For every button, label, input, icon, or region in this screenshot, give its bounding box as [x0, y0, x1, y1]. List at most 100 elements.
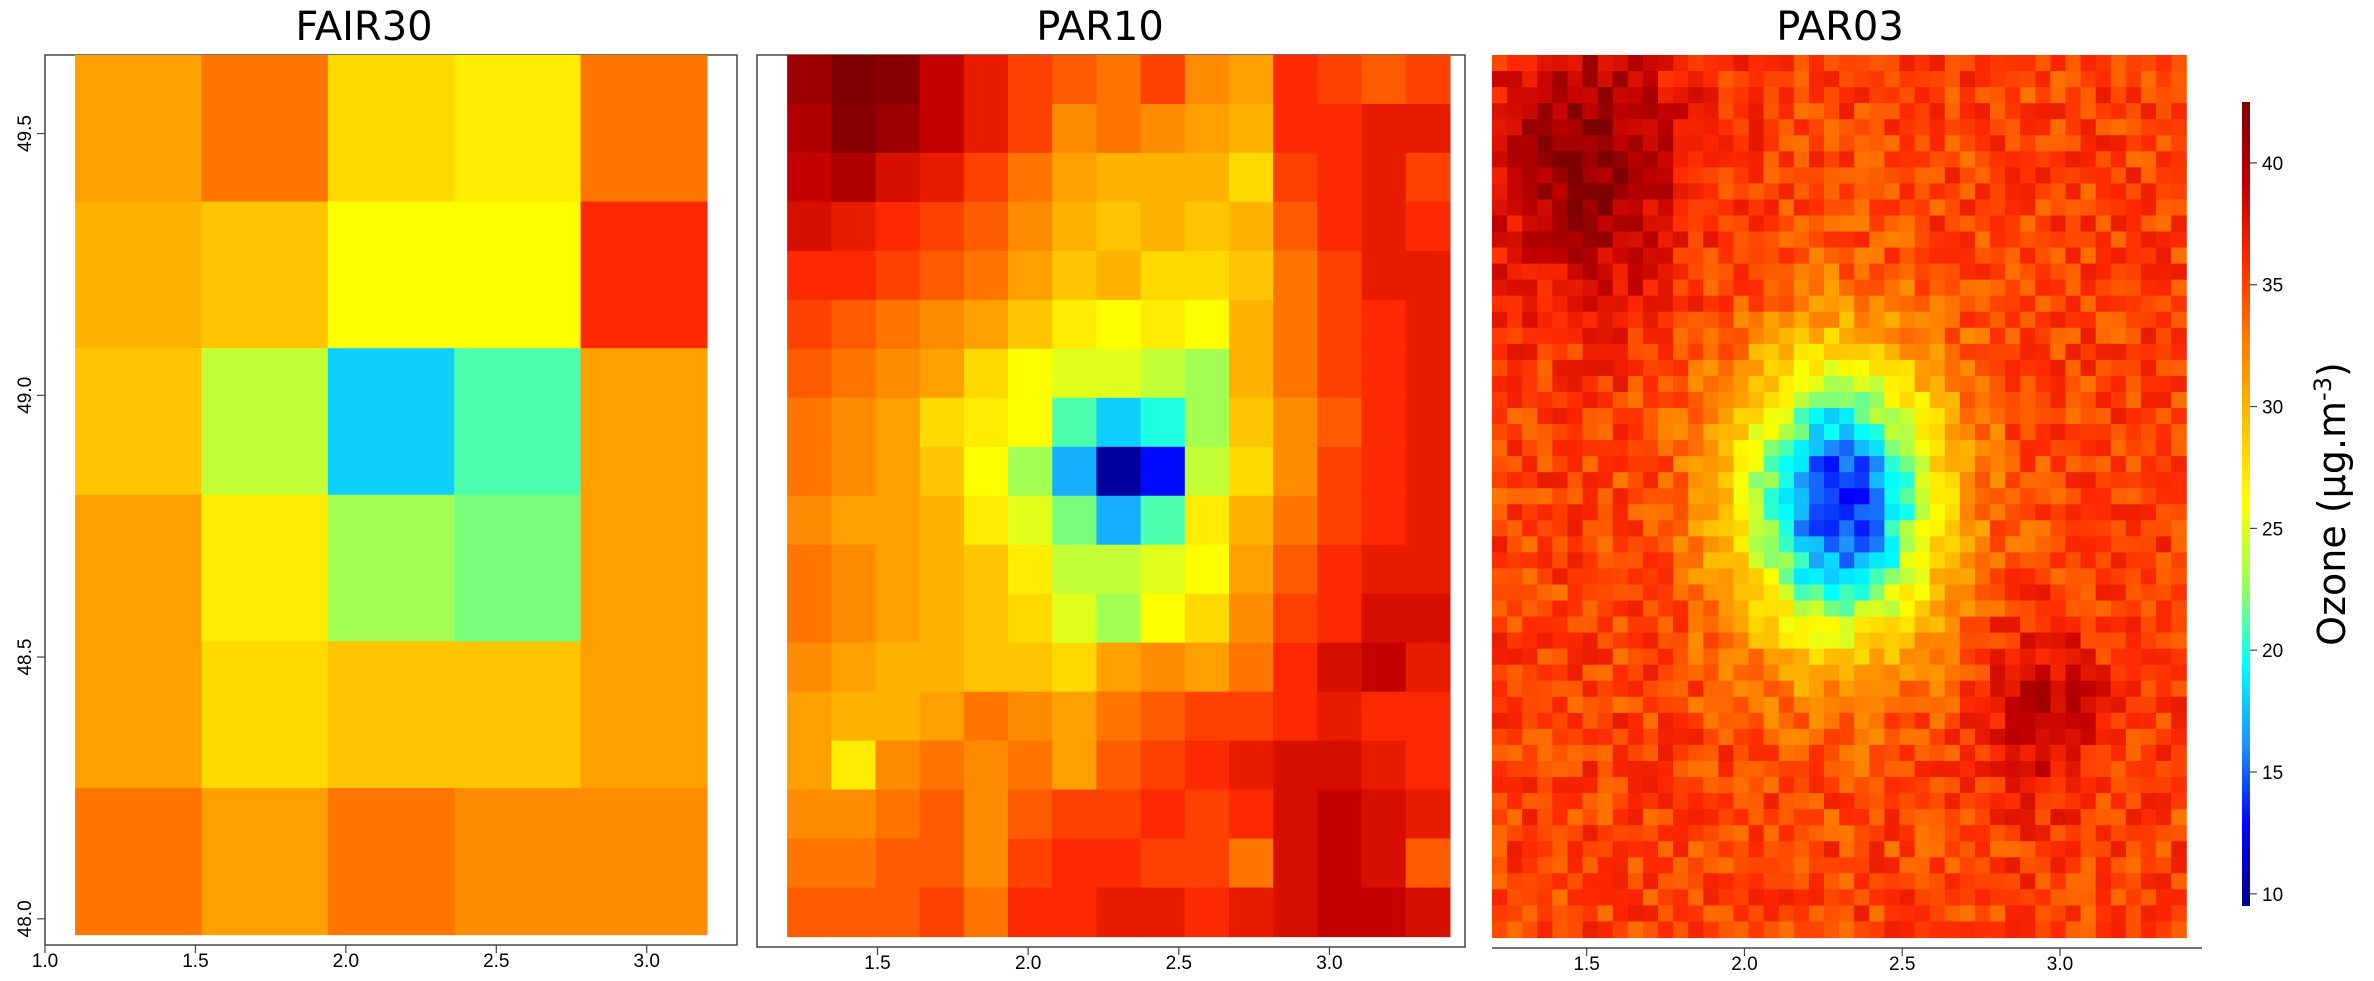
heatmap-cell — [1914, 809, 1931, 826]
heatmap-cell — [1884, 488, 1901, 505]
heatmap-cell — [1914, 440, 1931, 457]
heatmap-cell — [1778, 600, 1795, 618]
heatmap-cell — [1733, 632, 1750, 650]
heatmap-cell — [2065, 71, 2082, 88]
heatmap-cell — [1703, 279, 1719, 297]
heatmap-cell — [1184, 740, 1230, 791]
heatmap-cell — [2050, 921, 2067, 939]
heatmap-cell — [1763, 231, 1780, 249]
heatmap-cell — [2125, 504, 2142, 521]
heatmap-cell — [1612, 568, 1629, 586]
heatmap-cell — [2005, 424, 2021, 441]
heatmap-cell — [1929, 696, 1946, 714]
heatmap-cell — [2156, 568, 2172, 586]
heatmap-cell — [1405, 103, 1451, 154]
heatmap-cell — [1884, 761, 1901, 778]
heatmap-cell — [1582, 712, 1599, 730]
heatmap-cell — [1824, 408, 1840, 425]
heatmap-cell — [1627, 664, 1644, 682]
heatmap-cell — [1793, 71, 1810, 88]
heatmap-cell — [1361, 299, 1407, 350]
heatmap-cell — [2005, 648, 2021, 666]
heatmap-cell — [1140, 348, 1186, 399]
heatmap-cell — [2110, 536, 2127, 554]
heatmap-cell — [2171, 632, 2187, 650]
heatmap-cell — [919, 446, 965, 497]
heatmap-cell — [1552, 712, 1569, 730]
heatmap-cell — [1808, 777, 1825, 794]
heatmap-cell — [1597, 584, 1614, 602]
heatmap-cell — [1869, 793, 1885, 810]
heatmap-cell — [2020, 504, 2036, 521]
heatmap-cell — [1990, 424, 2006, 441]
heatmap-cell — [2140, 873, 2157, 890]
heatmap-cell — [1673, 87, 1689, 104]
heatmap-cell — [2035, 648, 2051, 666]
heatmap-cell — [1929, 584, 1946, 602]
heatmap-cell — [1552, 809, 1569, 826]
heatmap-cell — [1612, 327, 1629, 345]
heatmap-cell — [1793, 103, 1810, 120]
heatmap-cell — [580, 55, 708, 203]
heatmap-cell — [1718, 504, 1735, 521]
heatmap-cell — [1793, 263, 1810, 281]
heatmap-cell — [327, 55, 455, 203]
heatmap-cell — [1492, 632, 1508, 650]
heatmap-cell — [1537, 825, 1553, 842]
heatmap-cell — [1688, 600, 1704, 618]
heatmap-cell — [1612, 841, 1629, 858]
heatmap-cell — [2156, 841, 2172, 858]
heatmap-cell — [2110, 504, 2127, 521]
heatmap-cell — [1839, 536, 1855, 554]
heatmap-cell — [1793, 568, 1810, 586]
heatmap-cell — [1763, 103, 1780, 120]
heatmap-cell — [1959, 119, 1976, 136]
heatmap-cell — [1008, 103, 1053, 154]
heatmap-cell — [2020, 440, 2036, 457]
heatmap-cell — [1854, 472, 1870, 489]
heatmap-cell — [1673, 295, 1689, 313]
heatmap-cell — [2125, 199, 2142, 217]
heatmap-cell — [1522, 825, 1538, 842]
heatmap-cell — [2125, 873, 2142, 890]
heatmap-cell — [1552, 311, 1569, 329]
heatmap-cell — [1673, 311, 1689, 329]
heatmap-cell — [1884, 889, 1901, 907]
heatmap-cell — [1959, 761, 1976, 778]
heatmap-cell — [1884, 327, 1901, 345]
heatmap-cell — [1929, 472, 1946, 489]
heatmap-cell — [1507, 343, 1523, 361]
heatmap-cell — [2140, 841, 2157, 858]
heatmap-cell — [1748, 616, 1765, 634]
heatmap-cell — [1184, 593, 1230, 644]
heatmap-cell — [2125, 279, 2142, 297]
heatmap-cell — [2140, 55, 2157, 72]
heatmap-cell — [1718, 793, 1735, 810]
heatmap-cell — [1096, 250, 1142, 301]
heatmap-cell — [1567, 456, 1584, 473]
heatmap-cell — [1793, 199, 1810, 217]
heatmap-cell — [1507, 87, 1523, 104]
heatmap-cell — [1597, 391, 1614, 409]
heatmap-cell — [1763, 311, 1780, 329]
heatmap-cell — [1733, 472, 1750, 489]
heatmap-cell — [1642, 231, 1659, 249]
heatmap-cell — [1733, 793, 1750, 810]
heatmap-cell — [1793, 536, 1810, 554]
heatmap-cell — [1854, 343, 1870, 361]
x-tick-label: 3.0 — [1316, 953, 1342, 974]
heatmap-cell — [1839, 921, 1855, 939]
heatmap-cell — [1582, 648, 1599, 666]
heatmap-cell — [2020, 728, 2036, 746]
heatmap-cell — [1718, 568, 1735, 586]
heatmap-cell — [1096, 887, 1142, 938]
heatmap-cell — [1839, 520, 1855, 537]
heatmap-cell — [2095, 55, 2112, 72]
heatmap-cell — [2005, 327, 2021, 345]
heatmap-cell — [1899, 648, 1916, 666]
heatmap-cell — [1642, 440, 1659, 457]
heatmap-cell — [2050, 119, 2067, 136]
heatmap-cell — [1673, 905, 1689, 923]
heatmap-cell — [2125, 424, 2142, 441]
